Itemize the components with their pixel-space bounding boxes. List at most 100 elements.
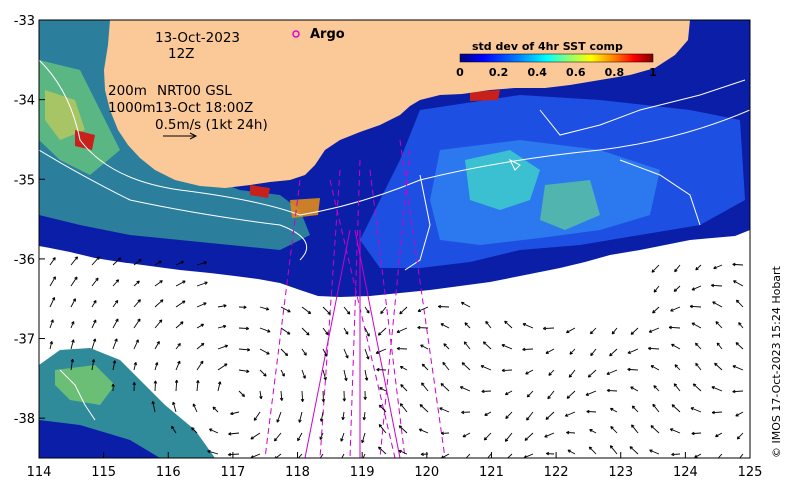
current-arrow bbox=[629, 446, 639, 455]
current-arrow bbox=[361, 432, 366, 444]
current-arrow bbox=[217, 304, 227, 308]
current-arrow bbox=[462, 432, 471, 438]
current-arrow bbox=[501, 344, 513, 350]
lat-tick-label: -34 bbox=[14, 94, 35, 109]
current-arrow bbox=[652, 306, 660, 314]
current-arrow bbox=[689, 304, 702, 309]
current-arrow bbox=[301, 369, 306, 379]
colorbar-tick-label: 0 bbox=[456, 66, 464, 79]
current-arrow bbox=[421, 382, 429, 392]
current-arrow bbox=[217, 363, 228, 371]
current-arrow bbox=[70, 339, 75, 350]
current-arrow bbox=[671, 343, 681, 350]
lon-tick-label: 124 bbox=[673, 465, 698, 480]
current-arrow bbox=[380, 306, 387, 315]
credit-text: © IMOS 17-Oct-2023 15:24 Hobart bbox=[770, 265, 783, 458]
current-arrow bbox=[343, 306, 351, 315]
current-arrow bbox=[364, 369, 369, 381]
current-arrow bbox=[461, 362, 471, 371]
current-arrow bbox=[611, 327, 618, 335]
current-arrow bbox=[280, 306, 291, 313]
current-arrow bbox=[419, 404, 429, 413]
lon-tick-label: 117 bbox=[220, 465, 245, 480]
current-arrow bbox=[505, 411, 513, 419]
lon-tick-label: 120 bbox=[414, 465, 439, 480]
current-arrow bbox=[589, 327, 597, 335]
current-arrow bbox=[437, 304, 450, 309]
current-arrow bbox=[154, 319, 163, 329]
current-arrow bbox=[440, 431, 450, 436]
current-arrow bbox=[153, 380, 158, 392]
current-arrow bbox=[547, 390, 555, 400]
current-arrow bbox=[238, 305, 247, 309]
current-arrow bbox=[196, 342, 205, 350]
current-arrow bbox=[631, 424, 639, 434]
current-arrow bbox=[484, 411, 492, 416]
current-arrow bbox=[132, 382, 137, 392]
current-arrow bbox=[175, 280, 186, 287]
current-arrow bbox=[196, 261, 207, 266]
current-arrow bbox=[133, 361, 138, 371]
lon-tick-label: 121 bbox=[479, 465, 504, 480]
current-arrow bbox=[280, 327, 291, 335]
current-arrow bbox=[463, 341, 471, 350]
current-arrow bbox=[417, 325, 429, 330]
current-arrow bbox=[301, 306, 312, 315]
current-arrow bbox=[566, 430, 576, 435]
current-arrow bbox=[49, 257, 56, 266]
current-arrow bbox=[564, 411, 576, 417]
current-arrow bbox=[480, 365, 492, 371]
current-arrow bbox=[175, 321, 184, 329]
isobath-contours bbox=[39, 59, 750, 421]
current-arrow bbox=[501, 368, 513, 373]
current-arrow bbox=[343, 348, 349, 359]
current-arrow bbox=[375, 348, 387, 354]
current-arrow bbox=[70, 321, 75, 329]
current-arrow bbox=[399, 365, 408, 371]
current-arrow bbox=[398, 425, 408, 434]
current-arrow bbox=[342, 390, 347, 402]
current-arrow bbox=[91, 256, 100, 266]
colorbar-tick-label: 0.4 bbox=[527, 66, 547, 79]
current-arrow bbox=[650, 425, 660, 434]
current-arrow bbox=[695, 264, 702, 271]
current-arrow bbox=[674, 364, 681, 371]
current-arrow bbox=[322, 306, 331, 315]
current-arrow bbox=[341, 453, 345, 458]
current-arrow bbox=[364, 306, 370, 314]
current-arrow bbox=[133, 258, 142, 266]
current-arrow bbox=[400, 384, 408, 392]
current-arrow bbox=[735, 299, 744, 308]
current-arrow bbox=[91, 277, 99, 287]
current-arrow bbox=[91, 300, 97, 308]
sst-field-patch bbox=[540, 180, 600, 230]
current-arrow bbox=[175, 342, 181, 350]
colorbar-tick-label: 1 bbox=[649, 66, 657, 79]
current-arrow bbox=[649, 449, 660, 455]
current-arrow bbox=[174, 379, 179, 392]
current-arrow bbox=[112, 338, 118, 350]
current-arrow bbox=[154, 260, 162, 266]
depth-deep-label: 1000m bbox=[108, 100, 156, 116]
current-arrow bbox=[228, 432, 240, 436]
current-arrow bbox=[363, 390, 367, 400]
current-arrow bbox=[544, 432, 555, 438]
current-arrow bbox=[343, 369, 348, 382]
lat-tick-label: -38 bbox=[14, 412, 35, 427]
current-arrow bbox=[524, 432, 534, 441]
current-arrow bbox=[710, 283, 723, 288]
current-arrow bbox=[396, 346, 408, 351]
current-arrow bbox=[322, 369, 327, 381]
lat-tick-label: -33 bbox=[14, 14, 35, 29]
current-arrow bbox=[566, 390, 576, 399]
current-arrow bbox=[49, 276, 56, 287]
current-arrow bbox=[196, 380, 200, 392]
current-arrow bbox=[590, 348, 597, 357]
scale-arrow-icon bbox=[163, 132, 198, 140]
current-arrow bbox=[154, 362, 159, 371]
current-arrow bbox=[238, 347, 251, 352]
current-arrow bbox=[341, 411, 345, 421]
current-arrow bbox=[525, 369, 534, 375]
product-label: NRT00 GSL bbox=[157, 83, 232, 99]
current-vectors bbox=[49, 256, 744, 458]
